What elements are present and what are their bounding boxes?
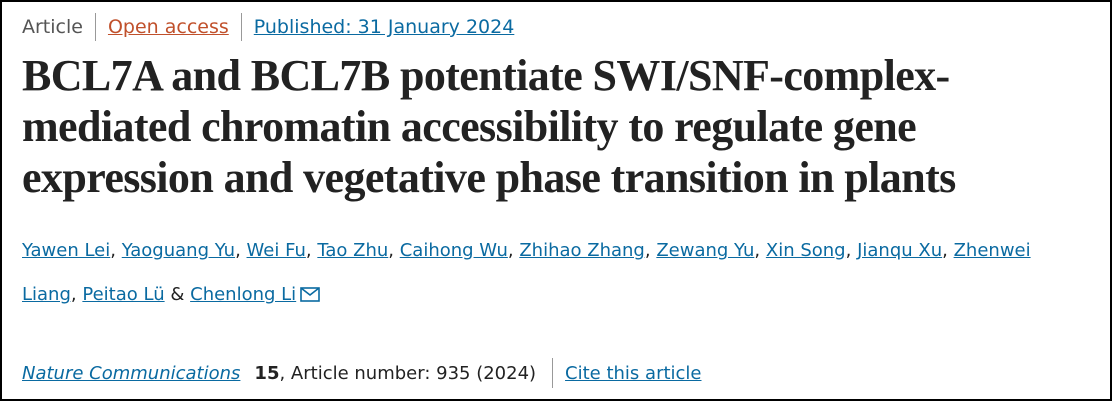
published-date[interactable]: Published: 31 January 2024 <box>253 16 515 38</box>
author-link[interactable]: Jianqu Xu <box>857 240 943 261</box>
article-type: Article <box>22 16 83 38</box>
email-icon[interactable] <box>300 287 320 302</box>
cite-link[interactable]: Cite this article <box>565 362 702 384</box>
separator <box>552 358 554 388</box>
author-link[interactable]: Wei Fu <box>246 240 306 261</box>
author-list: Yawen Lei, Yaoguang Yu, Wei Fu, Tao Zhu,… <box>22 229 1082 317</box>
author-separator: , <box>70 284 77 305</box>
author-separator: , <box>305 240 312 261</box>
author-link[interactable]: Tao Zhu <box>317 240 389 261</box>
author-separator: , <box>388 240 394 261</box>
author-link[interactable]: Zhihao Zhang <box>519 240 645 261</box>
author-link[interactable]: Yawen Lei <box>22 240 111 261</box>
author-link[interactable]: Zhenwei Liang <box>22 240 1031 305</box>
author-link[interactable]: Caihong Wu <box>399 240 508 261</box>
separator <box>240 13 242 41</box>
envelope <box>300 287 320 302</box>
author-link[interactable]: Zewang Yu <box>656 240 755 261</box>
article-details: , Article number: 935 (2024) <box>279 362 537 384</box>
author-separator: & <box>170 284 185 305</box>
volume: 15 <box>254 362 280 384</box>
article-meta: Article Open access Published: 31 Januar… <box>22 12 1090 42</box>
author-separator: , <box>942 240 948 261</box>
envelope-flap <box>300 287 320 297</box>
author-separator: , <box>845 240 852 261</box>
author-separator: , <box>235 240 241 261</box>
author-separator: , <box>507 240 514 261</box>
author-separator: , <box>754 240 761 261</box>
citation: Nature Communications 15 , Article numbe… <box>22 358 702 388</box>
journal-link[interactable]: Nature Communications <box>22 362 241 384</box>
open-access-link[interactable]: Open access <box>107 16 229 38</box>
author-separator: , <box>644 240 651 261</box>
author-separator: , <box>110 240 116 261</box>
author-link[interactable]: Peitao Lü <box>82 284 165 305</box>
author-link[interactable]: Xin Song <box>765 240 846 261</box>
author-link[interactable]: Yaoguang Yu <box>121 240 236 261</box>
article-title: BCL7A and BCL7B potentiate SWI/SNF-compl… <box>22 51 956 202</box>
separator <box>94 13 96 41</box>
author-link[interactable]: Chenlong Li <box>190 284 297 305</box>
